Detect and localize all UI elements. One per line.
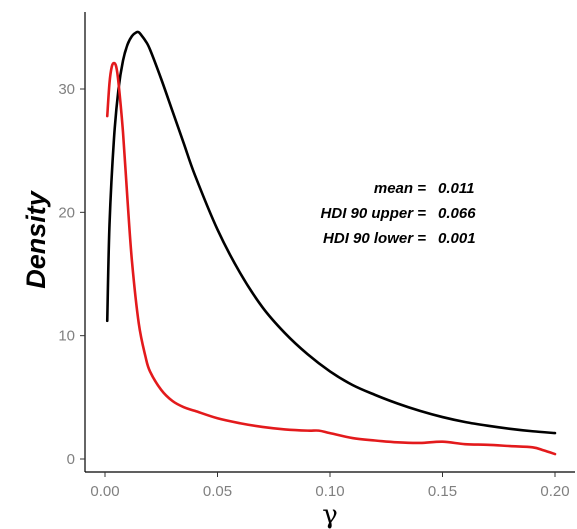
x-tick-label: 0.10 <box>315 483 344 500</box>
y-tick-label: 30 <box>58 81 75 98</box>
annotation-label: HDI 90 upper = <box>321 205 427 222</box>
y-tick-label: 10 <box>58 328 75 345</box>
series-group <box>105 30 557 456</box>
annotation-value: 0.066 <box>438 205 476 222</box>
annotation-label: HDI 90 lower = <box>323 230 426 247</box>
annotation-value: 0.001 <box>438 230 476 247</box>
ticks: 0.00 0.05 0.10 0.15 0.20 0 10 20 30 <box>58 81 569 500</box>
annotation-value: 0.011 <box>438 180 474 197</box>
y-axis-title: Density <box>21 189 51 289</box>
y-tick-label: 0 <box>67 451 75 468</box>
y-tick-label: 20 <box>58 204 75 221</box>
density-line-black <box>105 30 557 435</box>
x-tick-label: 0.20 <box>540 483 569 500</box>
x-tick-label: 0.15 <box>428 483 457 500</box>
annotation-block: mean = 0.011 HDI 90 upper = 0.066 HDI 90 low… <box>321 180 477 247</box>
x-tick-label: 0.00 <box>90 483 119 500</box>
x-tick-label: 0.05 <box>203 483 232 500</box>
annotation-label: mean = <box>374 180 426 197</box>
x-axis-title: γ <box>322 500 338 529</box>
density-line-red <box>105 61 557 456</box>
